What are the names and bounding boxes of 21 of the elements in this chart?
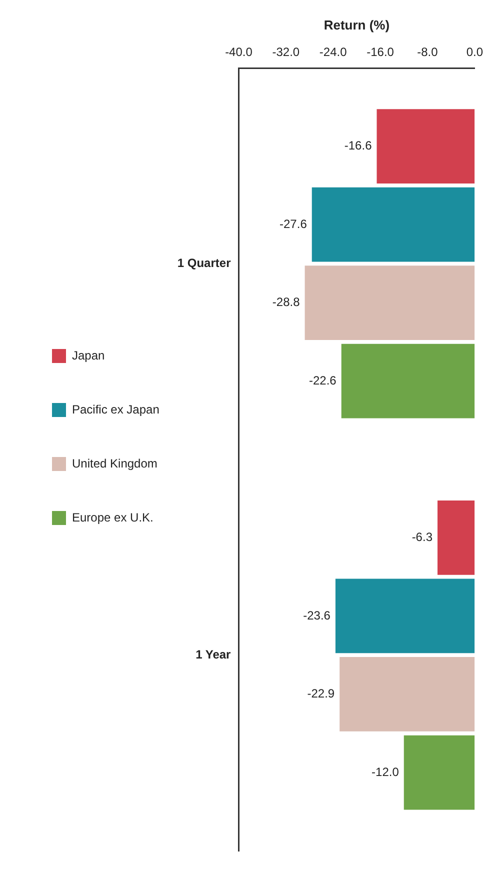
- data-label: -22.6: [309, 373, 337, 388]
- legend-label: Europe ex U.K.: [72, 510, 154, 524]
- legend-label: Pacific ex Japan: [72, 402, 160, 416]
- data-label: -28.8: [272, 295, 300, 310]
- y-tick-label: 1 Quarter: [177, 256, 232, 270]
- data-label: -27.6: [280, 216, 308, 231]
- x-tick-label: -40.0: [225, 45, 253, 60]
- x-tick-label: -32.0: [272, 45, 300, 60]
- x-tick-label: -24.0: [319, 45, 348, 60]
- y-tick-label: 1 Year: [196, 647, 232, 662]
- data-label: -6.3: [412, 530, 433, 544]
- x-tick-label: -16.0: [366, 45, 394, 60]
- legend-label: United Kingdom: [72, 456, 158, 470]
- data-label: -23.6: [303, 608, 331, 622]
- x-tick-label: 0.0: [466, 45, 484, 60]
- x-tick-label: -8.0: [417, 45, 438, 60]
- data-label: -22.9: [307, 686, 335, 701]
- data-label: -12.0: [372, 764, 400, 779]
- legend-label: Japan: [72, 348, 105, 362]
- data-label: -16.6: [344, 138, 372, 153]
- x-axis-title: Return (%): [324, 17, 390, 32]
